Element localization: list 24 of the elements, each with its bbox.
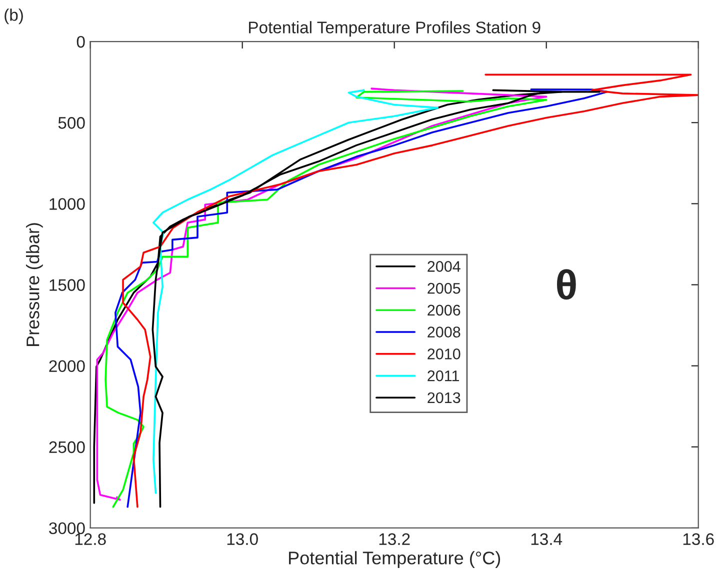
x-tick-label: 12.8 <box>75 533 106 546</box>
legend-label: 2004 <box>428 261 460 272</box>
y-tick-label: 3000 <box>49 522 85 534</box>
x-tick-label: 13.6 <box>683 533 714 546</box>
x-tick-label: 13.4 <box>531 533 562 546</box>
legend-label: 2011 <box>428 370 459 382</box>
y-tick-label: 2000 <box>49 360 85 372</box>
y-tick-label: 1000 <box>50 198 85 210</box>
y-tick-label: 2500 <box>49 441 85 454</box>
y-axis-title: Pressure (dbar) <box>26 223 43 346</box>
x-tick-label: 13.2 <box>379 533 410 546</box>
x-axis-title: Potential Temperature (°C) <box>289 551 500 568</box>
x-tick-label: 13.0 <box>227 533 258 546</box>
legend-label: 2008 <box>428 326 460 338</box>
text: (b) <box>4 8 23 24</box>
y-tick-label: 0 <box>76 36 85 48</box>
legend-label: 2006 <box>428 304 460 316</box>
chart-title: Potential Temperature Profiles Station 9 <box>249 21 540 37</box>
y-tick-label: 500 <box>58 117 85 129</box>
legend-label: 2005 <box>428 282 460 294</box>
legend-label: 2010 <box>428 348 460 360</box>
annotation: θ <box>557 269 576 300</box>
y-tick-label: 1500 <box>50 279 85 291</box>
legend-label: 2013 <box>428 392 460 404</box>
